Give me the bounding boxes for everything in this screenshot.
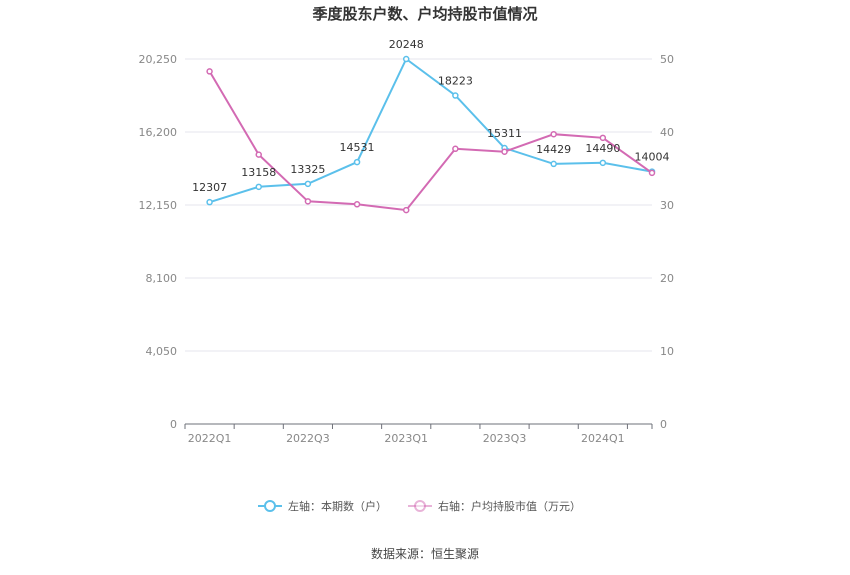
left-tick-label: 16,200 xyxy=(139,126,178,139)
right-tick-label: 50 xyxy=(660,53,674,66)
data-label: 12307 xyxy=(192,181,227,194)
x-tick-label: 2024Q1 xyxy=(581,432,625,445)
right-tick-label: 0 xyxy=(660,418,667,431)
left-tick-label: 8,100 xyxy=(146,272,178,285)
data-label: 14490 xyxy=(585,142,620,155)
right-tick-label: 20 xyxy=(660,272,674,285)
data-label: 20248 xyxy=(389,38,424,51)
series-0-point[interactable] xyxy=(452,92,459,99)
series-1-point[interactable] xyxy=(648,169,656,177)
x-tick-label: 2022Q1 xyxy=(188,432,232,445)
series-0-point[interactable] xyxy=(353,158,361,166)
legend[interactable]: 左轴：本期数（户） 右轴：户均持股市值（万元） xyxy=(258,499,581,513)
series-0-point[interactable] xyxy=(206,198,213,206)
legend-label: 左轴：本期数（户） xyxy=(288,499,387,513)
series-1-point[interactable] xyxy=(402,206,410,214)
legend-marker-icon xyxy=(264,500,276,512)
right-tick-label: 40 xyxy=(660,126,674,139)
series-1-point[interactable] xyxy=(255,151,262,158)
legend-marker-icon xyxy=(414,500,426,512)
left-tick-label: 20,250 xyxy=(139,53,178,66)
chart-title: 季度股东户数、户均持股市值情况 xyxy=(312,5,537,23)
series-line-0 xyxy=(209,57,653,204)
series-line-1 xyxy=(208,70,653,212)
series-1-point[interactable] xyxy=(304,198,312,205)
data-label: 13158 xyxy=(241,166,276,179)
left-tick-label: 0 xyxy=(170,418,177,431)
right-tick-label: 30 xyxy=(660,199,674,212)
x-tick-label: 2022Q3 xyxy=(286,432,330,445)
series-1-point[interactable] xyxy=(599,134,607,142)
data-label: 14531 xyxy=(340,141,375,154)
data-label: 18223 xyxy=(438,75,473,88)
legend-item-1[interactable]: 右轴：户均持股市值（万元） xyxy=(408,499,581,513)
series-0-point[interactable] xyxy=(402,55,410,63)
data-labels: 12307 13158 13325 14531 20248 18223 15311 14429… xyxy=(192,38,669,194)
series-1-point[interactable] xyxy=(353,201,361,208)
series-1-point[interactable] xyxy=(550,130,557,138)
data-label: 14004 xyxy=(635,151,670,164)
legend-label: 右轴：户均持股市值（万元） xyxy=(438,499,581,513)
left-tick-label: 4,050 xyxy=(146,345,178,358)
grid-lines xyxy=(185,58,652,352)
series-0-point[interactable] xyxy=(550,160,557,168)
legend-item-0[interactable]: 左轴：本期数（户） xyxy=(258,499,387,513)
right-tick-label: 10 xyxy=(660,345,674,358)
x-tick-label: 2023Q3 xyxy=(483,432,527,445)
series-1-point[interactable] xyxy=(501,148,508,155)
series-0-point[interactable] xyxy=(255,183,262,191)
series-1-point[interactable] xyxy=(206,68,213,75)
series-0-point[interactable] xyxy=(599,159,607,167)
data-label: 15311 xyxy=(487,127,522,140)
left-tick-label: 12,150 xyxy=(139,199,178,212)
x-tick-label: 2023Q1 xyxy=(384,432,428,445)
series-layer xyxy=(206,55,656,214)
source-note: 数据来源：恒生聚源 xyxy=(371,546,479,561)
data-label: 14429 xyxy=(536,143,571,156)
series-0-point[interactable] xyxy=(304,180,312,188)
data-label: 13325 xyxy=(290,163,325,176)
axes: 0 4,050 8,100 12,150 16,200 20,250 0 10 20 30 40 50… xyxy=(139,53,675,445)
series-1-point[interactable] xyxy=(452,145,459,153)
